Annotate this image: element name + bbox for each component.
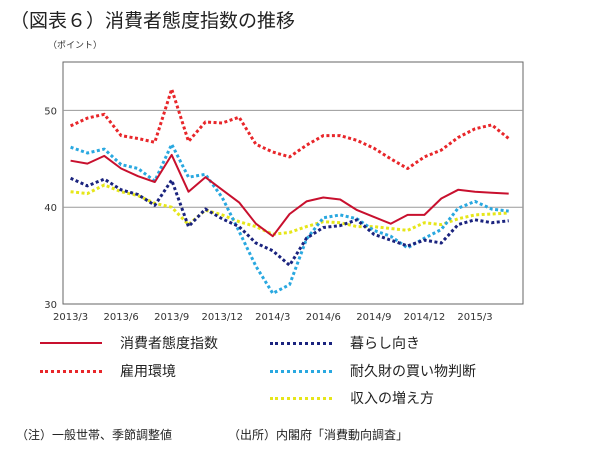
footnote: （注）一般世帯、季節調整値 bbox=[16, 428, 173, 442]
source-note: （出所）内閣府「消費動向調査」 bbox=[228, 428, 409, 442]
x-tick-label: 2013/3 bbox=[53, 312, 88, 323]
y-tick-label: 30 bbox=[44, 300, 57, 311]
x-tick-label: 2013/12 bbox=[201, 312, 243, 323]
y-axis-unit: （ポイント） bbox=[48, 41, 103, 51]
x-tick-label: 2014/9 bbox=[356, 312, 391, 323]
series-line bbox=[69, 176, 509, 267]
series-line bbox=[69, 87, 510, 170]
x-tick-label: 2014/6 bbox=[306, 312, 341, 323]
series-line bbox=[70, 142, 509, 295]
series-line bbox=[70, 153, 509, 238]
plot-area bbox=[62, 61, 524, 305]
chart-title: （図表６）消費者態度指数の推移 bbox=[10, 10, 296, 32]
y-tick-label: 50 bbox=[44, 106, 57, 117]
x-tick-label: 2013/9 bbox=[154, 312, 189, 323]
x-tick-label: 2014/3 bbox=[255, 312, 290, 323]
x-tick-label: 2013/6 bbox=[104, 312, 139, 323]
x-tick-label: 2015/3 bbox=[457, 312, 492, 323]
series-line bbox=[70, 183, 509, 236]
y-tick-label: 40 bbox=[44, 203, 57, 214]
x-tick-label: 2014/12 bbox=[404, 312, 446, 323]
